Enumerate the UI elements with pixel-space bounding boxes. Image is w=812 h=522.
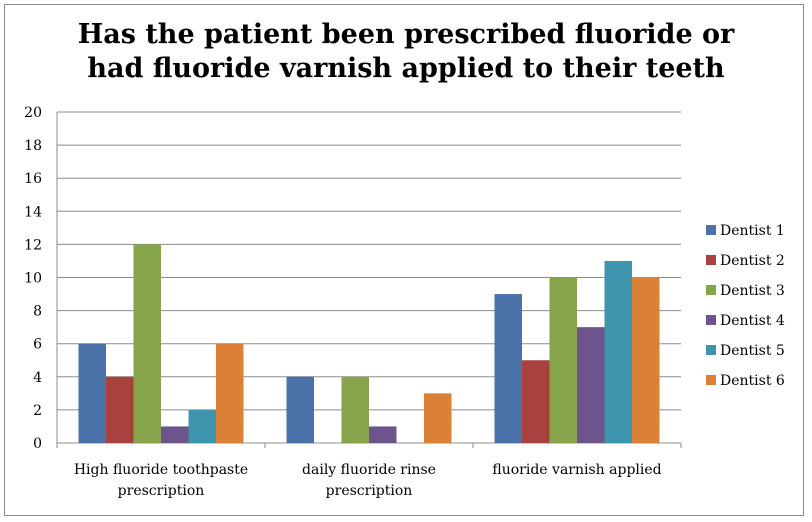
y-tick-label-4: 4 <box>33 370 42 386</box>
bar-dentist-3-cat-3 <box>549 277 577 443</box>
legend-label-dentist-3: Dentist 3 <box>720 283 785 299</box>
bar-dentist-5-cat-1 <box>188 409 216 443</box>
bar-dentist-4-cat-3 <box>577 327 605 443</box>
legend-swatch-dentist-2 <box>706 255 716 265</box>
legend-label-dentist-4: Dentist 4 <box>720 313 785 329</box>
x-category-label-3-line-1: fluoride varnish applied <box>492 462 661 478</box>
x-category-label-1-line-2: prescription <box>118 483 205 499</box>
bar-dentist-1-cat-2 <box>286 376 314 443</box>
y-tick-label-6: 6 <box>33 337 42 353</box>
legend-swatch-dentist-3 <box>706 285 716 295</box>
legend-label-dentist-5: Dentist 5 <box>720 343 785 359</box>
bar-dentist-6-cat-3 <box>632 277 660 443</box>
legend-label-dentist-1: Dentist 1 <box>720 223 785 239</box>
x-category-label-2-line-1: daily fluoride rinse <box>302 462 436 478</box>
bar-dentist-5-cat-3 <box>604 260 632 443</box>
bar-dentist-1-cat-3 <box>494 294 522 443</box>
y-tick-label-2: 2 <box>33 403 42 419</box>
legend-label-dentist-2: Dentist 2 <box>720 253 785 269</box>
bar-dentist-6-cat-1 <box>216 343 244 443</box>
y-tick-label-16: 16 <box>24 171 42 187</box>
legend-swatch-dentist-6 <box>706 375 716 385</box>
legend-swatch-dentist-4 <box>706 315 716 325</box>
bar-dentist-4-cat-2 <box>369 426 397 443</box>
y-tick-label-10: 10 <box>24 271 42 287</box>
legend-swatch-dentist-5 <box>706 345 716 355</box>
x-category-label-1-line-1: High fluoride toothpaste <box>74 462 248 478</box>
bar-dentist-2-cat-1 <box>106 376 134 443</box>
y-tick-label-12: 12 <box>24 237 42 253</box>
x-category-label-2-line-2: prescription <box>326 483 413 499</box>
bar-dentist-2-cat-3 <box>522 360 550 443</box>
y-tick-label-18: 18 <box>24 138 42 154</box>
bar-dentist-3-cat-1 <box>133 244 161 443</box>
chart-title: Has the patient been prescribed fluoride… <box>0 18 812 86</box>
bar-dentist-1-cat-1 <box>78 343 106 443</box>
y-tick-label-20: 20 <box>24 105 42 121</box>
bar-dentist-6-cat-2 <box>424 393 452 443</box>
y-tick-label-8: 8 <box>33 304 42 320</box>
y-tick-label-14: 14 <box>24 204 42 220</box>
chart-title-line-2: had fluoride varnish applied to their te… <box>87 53 725 84</box>
y-tick-label-0: 0 <box>33 436 42 452</box>
legend-swatch-dentist-1 <box>706 225 716 235</box>
bar-dentist-4-cat-1 <box>161 426 189 443</box>
chart-title-line-1: Has the patient been prescribed fluoride… <box>77 19 735 50</box>
legend-label-dentist-6: Dentist 6 <box>720 373 785 389</box>
bar-dentist-3-cat-2 <box>341 376 369 443</box>
